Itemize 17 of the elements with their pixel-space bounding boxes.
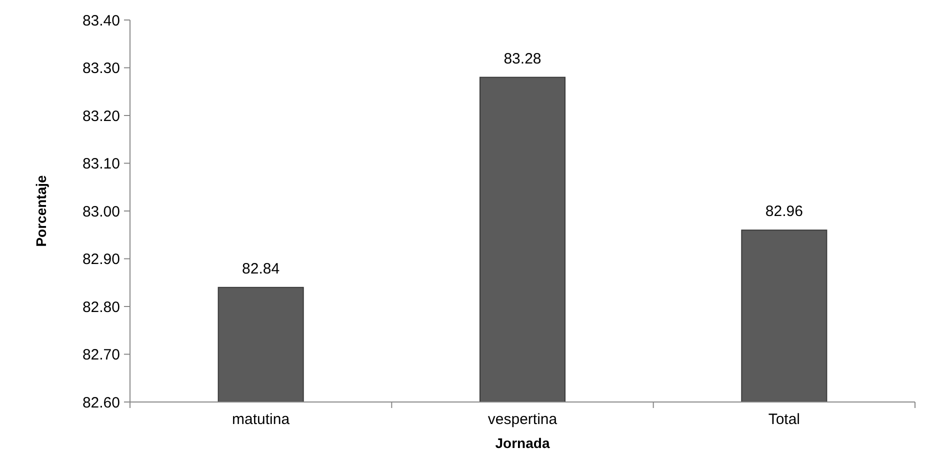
y-tick-label: 82.80 <box>82 298 120 316</box>
x-tick-label: vespertina <box>488 411 558 428</box>
y-axis-title: Porcentaje <box>33 174 49 247</box>
data-label: 83.28 <box>504 50 542 68</box>
data-label: 82.84 <box>242 260 280 278</box>
x-tick-label: matutina <box>232 411 290 428</box>
y-tick-label: 83.30 <box>82 60 120 77</box>
y-tick-label: 82.60 <box>82 394 120 412</box>
y-tick-label: 83.40 <box>82 12 120 30</box>
y-tick-label: 82.90 <box>82 251 120 268</box>
x-axis-title: Jornada <box>495 435 550 451</box>
y-tick-label: 83.20 <box>82 108 120 125</box>
x-tick-label: Total <box>768 411 800 428</box>
y-tick-label: 83.00 <box>82 203 120 220</box>
data-label: 82.96 <box>765 203 803 220</box>
y-tick-label: 82.70 <box>82 346 120 364</box>
y-tick-label: 83.10 <box>82 156 120 172</box>
